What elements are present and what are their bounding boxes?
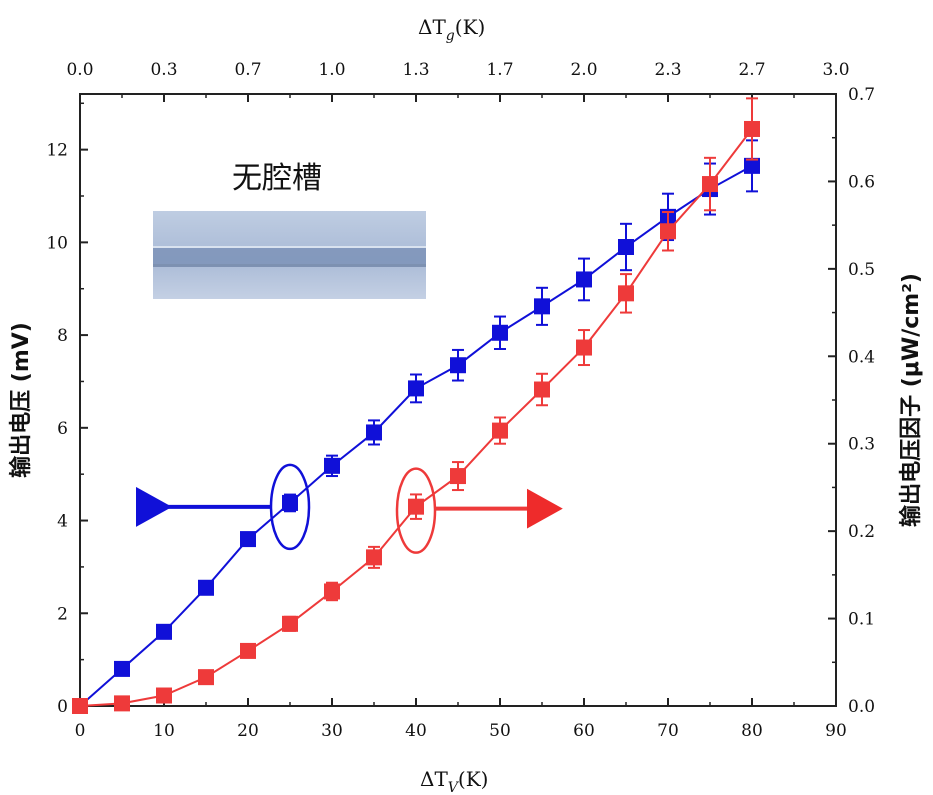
top-x-tick-label: 0.0 xyxy=(66,60,93,80)
x-axis-title-sub: V xyxy=(448,780,460,795)
data-point xyxy=(576,339,592,356)
annotation-left xyxy=(136,463,311,551)
data-point xyxy=(240,642,256,659)
data-point xyxy=(702,176,718,193)
y-left-tick-label: 2 xyxy=(57,604,68,624)
data-point xyxy=(156,687,172,704)
top-x-tick-label: 0.7 xyxy=(234,60,261,80)
axes: 0 10 20 30 40 50 60 70 80 900.0 0.3 0.7 1.0 1.3 1.7 2.0… xyxy=(46,60,875,741)
x-tick-label: 50 xyxy=(489,721,511,741)
data-point xyxy=(198,579,214,596)
data-point xyxy=(534,298,550,315)
series-power-factor xyxy=(72,97,760,714)
data-point xyxy=(114,695,130,712)
series xyxy=(72,97,760,714)
top-x-axis-title-unit: (K) xyxy=(455,15,486,39)
data-point xyxy=(156,623,172,640)
top-x-axis-title-delta: ΔT xyxy=(418,15,446,39)
top-x-tick-label: 0.3 xyxy=(150,60,177,80)
x-tick-label: 90 xyxy=(825,721,847,741)
data-point xyxy=(366,424,382,441)
x-tick-label: 80 xyxy=(741,721,763,741)
data-point xyxy=(450,468,466,485)
annotation-right xyxy=(395,467,563,554)
top-x-tick-label: 2.3 xyxy=(654,60,681,80)
top-x-tick-label: 1.0 xyxy=(318,60,345,80)
x-tick-label: 20 xyxy=(237,721,259,741)
x-tick-label: 10 xyxy=(153,721,175,741)
data-point xyxy=(534,381,550,398)
data-point xyxy=(324,457,340,474)
y-right-tick-label: 0.0 xyxy=(848,697,875,717)
y-left-tick-label: 0 xyxy=(57,697,68,717)
data-point xyxy=(282,615,298,632)
svg-text:ΔTg(K): ΔTg(K) xyxy=(418,15,485,44)
data-point xyxy=(198,669,214,686)
svg-text:ΔTV(K): ΔTV(K) xyxy=(420,767,488,795)
top-x-tick-label: 1.3 xyxy=(402,60,429,80)
top-x-tick-label: 3.0 xyxy=(822,60,849,80)
data-point xyxy=(408,380,424,397)
x-tick-label: 0 xyxy=(75,721,86,741)
x-axis-title-unit: (K) xyxy=(458,767,489,791)
data-point xyxy=(618,285,634,302)
data-point xyxy=(660,223,676,240)
data-point xyxy=(744,120,760,137)
y-left-tick-label: 12 xyxy=(46,141,68,161)
y-right-tick-label: 0.1 xyxy=(848,610,875,630)
y-left-tick-label: 4 xyxy=(57,512,68,532)
y-left-tick-label: 6 xyxy=(57,419,68,439)
right-y-axis-title: 输出电压因子 (μW/cm²) xyxy=(898,273,924,527)
x-tick-label: 70 xyxy=(657,721,679,741)
data-point xyxy=(450,357,466,374)
left-y-axis-title: 输出电压 (mV) xyxy=(8,322,34,478)
y-right-tick-label: 0.2 xyxy=(848,522,875,542)
data-point xyxy=(72,698,88,714)
y-right-tick-label: 0.5 xyxy=(848,260,875,280)
x-axis-title-delta: ΔT xyxy=(420,767,448,791)
data-point xyxy=(744,157,760,174)
y-left-tick-label: 8 xyxy=(57,326,68,346)
y-right-tick-label: 0.6 xyxy=(848,172,875,192)
y-left-tick-label: 10 xyxy=(46,233,68,253)
x-axis-title: ΔTV(K) xyxy=(420,767,488,795)
top-x-tick-label: 2.0 xyxy=(570,60,597,80)
y-right-tick-label: 0.4 xyxy=(848,347,875,367)
plot-frame xyxy=(79,93,837,707)
data-point xyxy=(366,549,382,566)
x-tick-label: 40 xyxy=(405,721,427,741)
x-tick-label: 30 xyxy=(321,721,343,741)
data-point xyxy=(324,583,340,600)
top-x-tick-label: 1.7 xyxy=(486,60,513,80)
inset-photo xyxy=(153,211,426,299)
data-point xyxy=(576,271,592,288)
top-x-axis-title-sub: g xyxy=(446,28,455,44)
top-x-tick-label: 2.7 xyxy=(738,60,765,80)
y-right-tick-label: 0.3 xyxy=(848,435,875,455)
inset-title: 无腔槽 xyxy=(232,161,322,196)
data-point xyxy=(114,660,130,677)
x-tick-label: 60 xyxy=(573,721,595,741)
data-point xyxy=(492,422,508,439)
data-point xyxy=(408,498,424,515)
y-right-tick-label: 0.7 xyxy=(848,85,875,105)
data-point xyxy=(240,531,256,548)
data-point xyxy=(618,239,634,255)
annotations xyxy=(136,463,563,554)
data-point xyxy=(492,324,508,341)
data-point xyxy=(282,494,298,511)
top-x-axis-title: ΔTg(K) xyxy=(418,15,485,44)
